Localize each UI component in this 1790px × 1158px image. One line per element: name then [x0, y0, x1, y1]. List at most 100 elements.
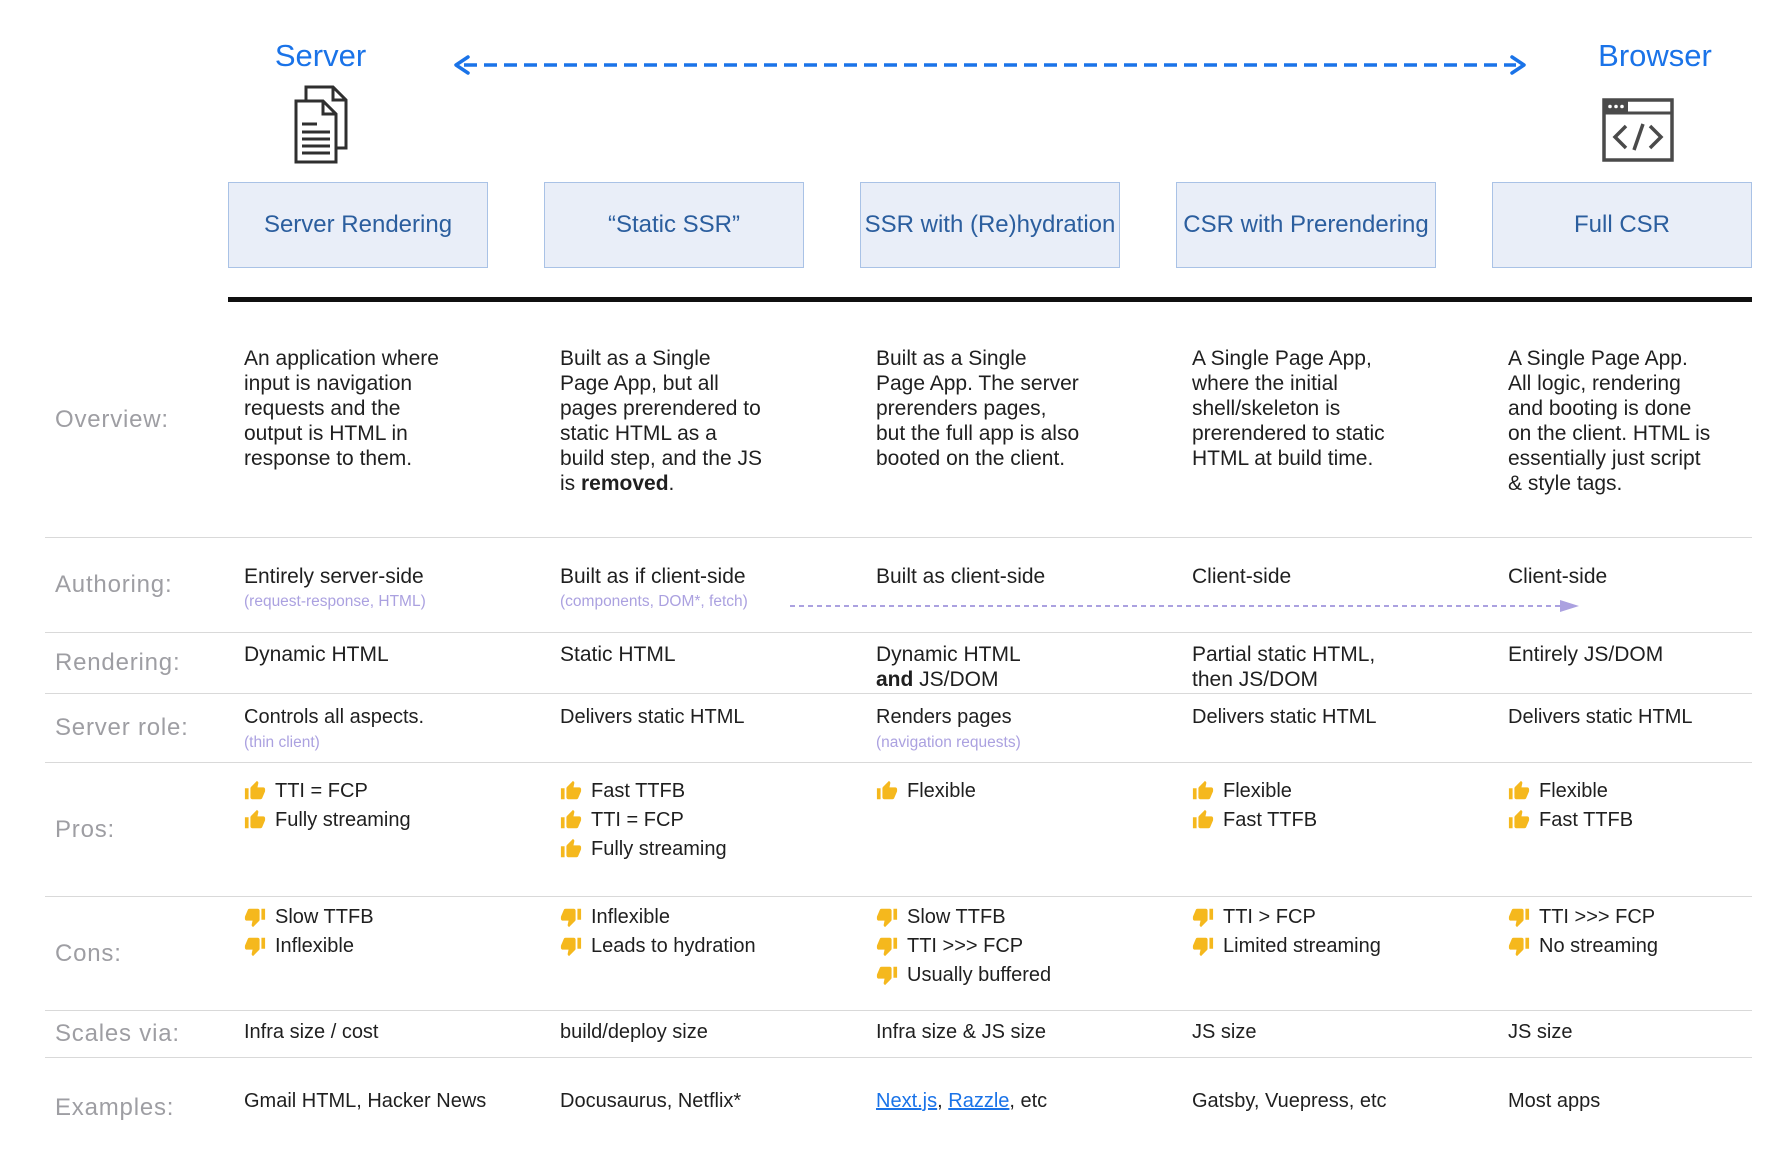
thumbs-down-icon	[1192, 937, 1214, 957]
row-pros: Pros: TTI = FCP Fully streaming Fast TTF…	[45, 762, 1752, 896]
server-role-csr-prerendering: Delivers static HTML	[1192, 706, 1377, 728]
overview-full-csr: A Single Page App. All logic, rendering …	[1508, 347, 1711, 495]
con-item: Slow TTFB	[244, 905, 504, 929]
pro-item: Fast TTFB	[560, 779, 820, 803]
pro-item: Flexible	[1508, 779, 1712, 803]
thumbs-down-icon	[876, 966, 898, 986]
rendering-full-csr: Entirely JS/DOM	[1508, 643, 1664, 666]
server-role-full-csr: Delivers static HTML	[1508, 706, 1693, 728]
row-server-role: Server role: Controls all aspects. (thin…	[45, 693, 1752, 762]
thumbs-up-icon	[560, 838, 582, 858]
examples-csr-prerendering: Gatsby, Vuepress, etc	[1192, 1090, 1387, 1112]
pro-text: Flexible	[907, 780, 976, 802]
scales-csr-prerendering: JS size	[1192, 1021, 1257, 1043]
overview-static-ssr: Built as a Single Page App, but all page…	[544, 302, 860, 537]
scales-ssr-rehydration: Infra size & JS size	[876, 1021, 1047, 1043]
pros-csr-prerendering: Flexible Fast TTFB	[1176, 763, 1492, 896]
cons-full-csr: TTI >>> FCP No streaming	[1492, 897, 1752, 1010]
authoring-server-rendering-text: Entirely server-side	[244, 565, 424, 588]
client-side-range-arrow-icon	[790, 600, 1579, 612]
server-role-ssr-rehydration-note: (navigation requests)	[876, 734, 1021, 751]
thumbs-down-icon	[244, 937, 266, 957]
examples-full-csr: Most apps	[1508, 1090, 1601, 1112]
con-text: Usually buffered	[907, 964, 1052, 986]
authoring-csr-prerendering: Client-side	[1192, 565, 1292, 588]
column-header-static-ssr: “Static SSR”	[544, 182, 804, 268]
row-cons: Cons: Slow TTFB Inflexible Inflexible Le…	[45, 896, 1752, 1010]
pro-text: Fast TTFB	[1539, 809, 1634, 831]
column-header-server-rendering: Server Rendering	[228, 182, 488, 268]
server-role-server-rendering-note: (thin client)	[244, 734, 320, 751]
scales-server-rendering: Infra size / cost	[244, 1021, 379, 1043]
row-rendering: Rendering: Dynamic HTML Static HTML Dyna…	[45, 632, 1752, 693]
cons-server-rendering: Slow TTFB Inflexible	[228, 897, 544, 1010]
server-role-static-ssr: Delivers static HTML	[560, 706, 745, 728]
con-item: Limited streaming	[1192, 934, 1452, 958]
thumbs-down-icon	[244, 908, 266, 928]
con-text: TTI >>> FCP	[907, 935, 1024, 957]
authoring-static-ssr: Built as if client-side (components, DOM…	[544, 538, 860, 632]
row-overview: Overview: An application where input is …	[45, 302, 1752, 537]
server-role-ssr-rehydration: Renders pages (navigation requests)	[860, 694, 1176, 762]
thumbs-up-icon	[1508, 780, 1530, 800]
thumbs-up-icon	[1508, 809, 1530, 829]
pro-item: Fast TTFB	[1192, 808, 1452, 832]
con-item: TTI >>> FCP	[1508, 905, 1712, 929]
con-item: No streaming	[1508, 934, 1712, 958]
link-razzle[interactable]: Razzle	[948, 1090, 1010, 1112]
con-item: Inflexible	[560, 905, 820, 929]
con-text: No streaming	[1539, 935, 1658, 957]
scales-static-ssr: build/deploy size	[560, 1021, 708, 1043]
con-item: Inflexible	[244, 934, 504, 958]
pro-item: TTI = FCP	[244, 779, 504, 803]
thumbs-up-icon	[1192, 780, 1214, 800]
cons-static-ssr: Inflexible Leads to hydration	[544, 897, 860, 1010]
pro-item: Flexible	[876, 779, 1136, 803]
authoring-static-ssr-note: (components, DOM*, fetch)	[560, 593, 748, 610]
rendering-ssr-rehydration-line1: Dynamic HTML	[876, 643, 1021, 666]
rendering-bold-and: and	[876, 668, 914, 691]
pro-item: TTI = FCP	[560, 808, 820, 832]
pro-item: Fully streaming	[244, 808, 504, 832]
pro-item: Flexible	[1192, 779, 1452, 803]
pro-text: Fast TTFB	[591, 780, 686, 802]
con-text: Inflexible	[275, 935, 354, 957]
rendering-csr-prerendering: Partial static HTML, then JS/DOM	[1192, 643, 1376, 691]
thumbs-up-icon	[560, 780, 582, 800]
con-text: TTI > FCP	[1223, 906, 1316, 928]
overview-ssr-rehydration: Built as a Single Page App. The server p…	[876, 347, 1080, 470]
authoring-ssr-rehydration: Built as client-side	[876, 565, 1046, 588]
link-nextjs[interactable]: Next.js	[876, 1090, 938, 1112]
pro-text: Fully streaming	[275, 809, 411, 831]
thumbs-down-icon	[1508, 908, 1530, 928]
server-label: Server	[274, 38, 367, 73]
examples-ssr-rehydration: Next.js, Razzle, etc	[860, 1058, 1176, 1158]
documents-icon	[294, 85, 348, 164]
browser-code-icon	[1602, 98, 1674, 162]
pro-text: TTI = FCP	[591, 809, 684, 831]
cons-ssr-rehydration: Slow TTFB TTI >>> FCP Usually buffered	[860, 897, 1176, 1010]
row-label-overview: Overview:	[55, 405, 169, 433]
comparison-table: Overview: An application where input is …	[45, 302, 1752, 1158]
column-header-full-csr: Full CSR	[1492, 182, 1752, 268]
con-item: TTI > FCP	[1192, 905, 1452, 929]
authoring-static-ssr-text: Built as if client-side	[560, 565, 746, 588]
row-authoring: Authoring: Entirely server-side (request…	[45, 537, 1752, 632]
row-label-examples: Examples:	[55, 1094, 175, 1121]
pro-item: Fast TTFB	[1508, 808, 1712, 832]
authoring-server-rendering-note: (request-response, HTML)	[244, 593, 426, 610]
row-label-scales-via: Scales via:	[55, 1020, 180, 1047]
spectrum-arrow-icon	[454, 55, 1526, 75]
con-item: TTI >>> FCP	[876, 934, 1136, 958]
thumbs-up-icon	[244, 780, 266, 800]
rendering-ssr-rehydration-line2: and JS/DOM	[876, 667, 1081, 692]
thumbs-up-icon	[560, 809, 582, 829]
column-header-ssr-rehydration: SSR with (Re)hydration	[860, 182, 1120, 268]
thumbs-up-icon	[876, 780, 898, 800]
pro-text: TTI = FCP	[275, 780, 368, 802]
con-text: Leads to hydration	[591, 935, 756, 957]
pros-ssr-rehydration: Flexible	[860, 763, 1176, 896]
overview-server-rendering: An application where input is navigation…	[244, 347, 439, 470]
pros-full-csr: Flexible Fast TTFB	[1492, 763, 1752, 896]
